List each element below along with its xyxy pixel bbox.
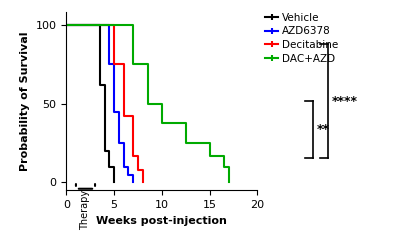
Line: AZD6378: AZD6378: [66, 25, 133, 183]
DAC+AZD: [183, 121, 188, 124]
Text: **: **: [317, 123, 330, 136]
Vehicle: [93, 23, 98, 26]
DAC+AZD: [112, 23, 117, 26]
Decitabine: [121, 115, 126, 118]
Line: DAC+AZD: DAC+AZD: [66, 25, 229, 183]
DAC+AZD: [226, 181, 231, 184]
Vehicle: [93, 23, 98, 26]
Decitabine: [112, 23, 117, 26]
AZD6378: [131, 173, 136, 176]
Text: ****: ****: [332, 95, 358, 108]
DAC+AZD: [207, 142, 212, 144]
AZD6378: [112, 110, 117, 113]
Vehicle: [102, 149, 107, 152]
AZD6378: [64, 23, 69, 26]
AZD6378: [121, 142, 126, 144]
AZD6378: [121, 165, 126, 168]
AZD6378: [116, 110, 121, 113]
Decitabine: [140, 181, 145, 184]
Vehicle: [112, 181, 117, 184]
Legend: Vehicle, AZD6378, Decitabine, DAC+AZD: Vehicle, AZD6378, Decitabine, DAC+AZD: [261, 9, 342, 68]
AZD6378: [116, 142, 121, 144]
Decitabine: [135, 168, 140, 171]
Line: Decitabine: Decitabine: [66, 25, 143, 183]
Decitabine: [102, 23, 107, 26]
DAC+AZD: [64, 23, 69, 26]
DAC+AZD: [145, 102, 150, 105]
Vehicle: [112, 165, 117, 168]
DAC+AZD: [112, 23, 117, 26]
DAC+AZD: [159, 121, 164, 124]
Decitabine: [140, 168, 145, 171]
DAC+AZD: [183, 142, 188, 144]
DAC+AZD: [131, 63, 136, 66]
Decitabine: [131, 115, 136, 118]
AZD6378: [107, 23, 112, 26]
AZD6378: [107, 63, 112, 66]
DAC+AZD: [207, 154, 212, 157]
Decitabine: [102, 23, 107, 26]
Vehicle: [64, 23, 69, 26]
DAC+AZD: [159, 102, 164, 105]
Y-axis label: Probability of Survival: Probability of Survival: [20, 31, 30, 171]
Decitabine: [135, 154, 140, 157]
DAC+AZD: [145, 63, 150, 66]
AZD6378: [102, 23, 107, 26]
AZD6378: [102, 23, 107, 26]
Decitabine: [64, 23, 69, 26]
X-axis label: Weeks post-injection: Weeks post-injection: [96, 216, 227, 226]
Vehicle: [97, 83, 102, 86]
AZD6378: [126, 165, 131, 168]
Decitabine: [131, 154, 136, 157]
Vehicle: [107, 165, 112, 168]
AZD6378: [126, 173, 131, 176]
Line: Vehicle: Vehicle: [66, 25, 114, 183]
DAC+AZD: [222, 165, 227, 168]
DAC+AZD: [226, 165, 231, 168]
AZD6378: [112, 63, 117, 66]
Vehicle: [102, 83, 107, 86]
Decitabine: [121, 63, 126, 66]
Decitabine: [112, 63, 117, 66]
AZD6378: [131, 181, 136, 184]
Vehicle: [97, 23, 102, 26]
Vehicle: [107, 149, 112, 152]
DAC+AZD: [131, 23, 136, 26]
Text: Therapy: Therapy: [81, 190, 90, 230]
DAC+AZD: [222, 154, 227, 157]
